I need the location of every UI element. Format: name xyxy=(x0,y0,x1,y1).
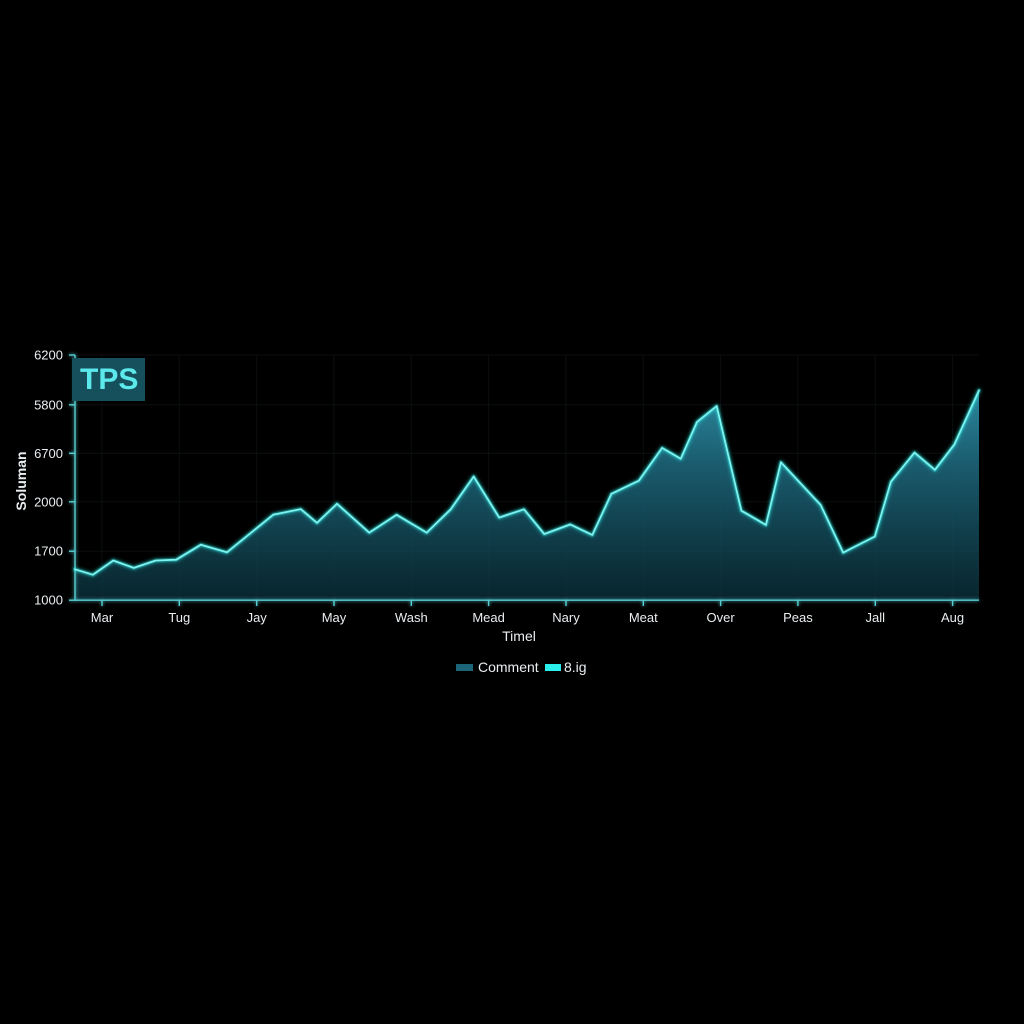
svg-text:Peas: Peas xyxy=(783,610,813,625)
svg-text:Soluman: Soluman xyxy=(13,451,29,510)
svg-text:Nary: Nary xyxy=(552,610,580,625)
svg-text:Wash: Wash xyxy=(395,610,428,625)
svg-text:2000: 2000 xyxy=(34,494,63,509)
svg-text:1000: 1000 xyxy=(34,593,63,608)
svg-text:Jay: Jay xyxy=(247,610,268,625)
svg-text:5800: 5800 xyxy=(34,397,63,412)
svg-text:Mead: Mead xyxy=(472,610,505,625)
svg-text:Aug: Aug xyxy=(941,610,964,625)
svg-text:8.ig: 8.ig xyxy=(564,659,587,675)
svg-text:Comment: Comment xyxy=(478,659,539,675)
svg-text:Jall: Jall xyxy=(866,610,886,625)
svg-text:1700: 1700 xyxy=(34,544,63,559)
svg-text:6700: 6700 xyxy=(34,446,63,461)
svg-text:May: May xyxy=(322,610,347,625)
svg-text:Timel: Timel xyxy=(502,628,536,644)
svg-text:Meat: Meat xyxy=(629,610,658,625)
svg-text:Over: Over xyxy=(707,610,736,625)
svg-text:Tug: Tug xyxy=(168,610,190,625)
svg-text:6200: 6200 xyxy=(34,348,63,363)
svg-text:TPS: TPS xyxy=(80,363,138,396)
svg-text:Mar: Mar xyxy=(91,610,114,625)
